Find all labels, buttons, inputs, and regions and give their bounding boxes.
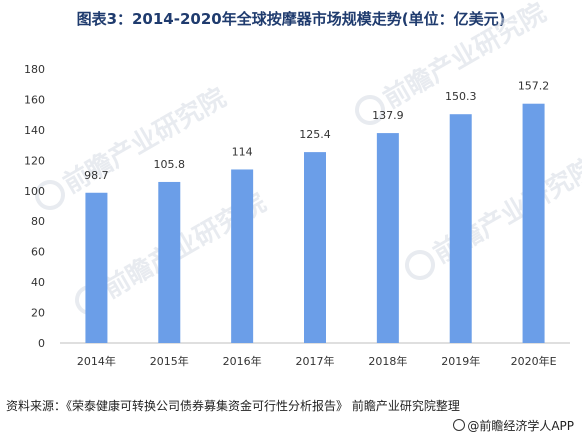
x-tick-label: 2016年 — [223, 354, 262, 368]
brand-credit: @前瞻经济学人APP — [453, 417, 574, 434]
bar-value-label: 114 — [232, 145, 253, 158]
x-axis-ticks: 2014年 2015年 2016年 2017年 2018年 2019年 2020年E — [77, 354, 557, 368]
bar-value-label: 98.7 — [84, 169, 109, 182]
bar-value-label: 157.2 — [518, 80, 550, 93]
bar — [522, 103, 545, 343]
y-tick-label: 60 — [31, 246, 45, 259]
y-tick-label: 180 — [24, 63, 45, 76]
chart-title: 图表3：2014-2020年全球按摩器市场规模走势(单位：亿美元) — [76, 10, 506, 28]
y-axis-ticks: 0 20 40 60 80 100 120 140 160 180 — [24, 63, 45, 350]
x-tick-label: 2019年 — [441, 354, 480, 368]
source-note: 资料来源：《荣泰健康可转换公司债券募集资金可行性分析报告》 前瞻产业研究院整理 — [6, 399, 460, 413]
x-tick-label: 2015年 — [150, 354, 189, 368]
bar-value-label: 137.9 — [372, 109, 404, 122]
bar — [158, 181, 181, 343]
y-tick-label: 100 — [24, 185, 45, 198]
bar-value-label: 150.3 — [445, 90, 477, 103]
y-tick-label: 20 — [31, 307, 45, 320]
y-tick-label: 80 — [31, 215, 45, 228]
watermark-logo-icon — [35, 180, 65, 210]
x-tick-label: 2014年 — [77, 354, 116, 368]
bar — [304, 152, 326, 343]
x-tick-label: 2018年 — [368, 354, 407, 368]
y-tick-label: 120 — [24, 154, 45, 167]
bars-group — [85, 103, 545, 344]
data-labels-group: 98.7 105.8 114 125.4 137.9 150.3 157.2 — [84, 80, 549, 182]
bar-value-label: 125.4 — [299, 128, 331, 141]
y-tick-label: 160 — [24, 93, 45, 106]
bar — [85, 192, 108, 343]
watermark-logo-icon — [405, 250, 435, 280]
x-tick-label: 2017年 — [296, 354, 335, 368]
bar — [231, 169, 254, 343]
watermark-logo-icon — [355, 95, 385, 125]
bar — [449, 114, 472, 344]
watermark-text-1: 前瞻产业研究院 — [58, 82, 231, 200]
y-tick-label: 0 — [38, 337, 45, 350]
bar — [376, 133, 399, 343]
bar-value-label: 105.8 — [154, 158, 186, 171]
brand-logo-icon — [453, 419, 466, 431]
brand-text: @前瞻经济学人APP — [467, 419, 574, 433]
x-tick-label: 2020年E — [511, 354, 557, 368]
y-tick-label: 40 — [31, 276, 45, 289]
y-tick-label: 140 — [24, 124, 45, 137]
